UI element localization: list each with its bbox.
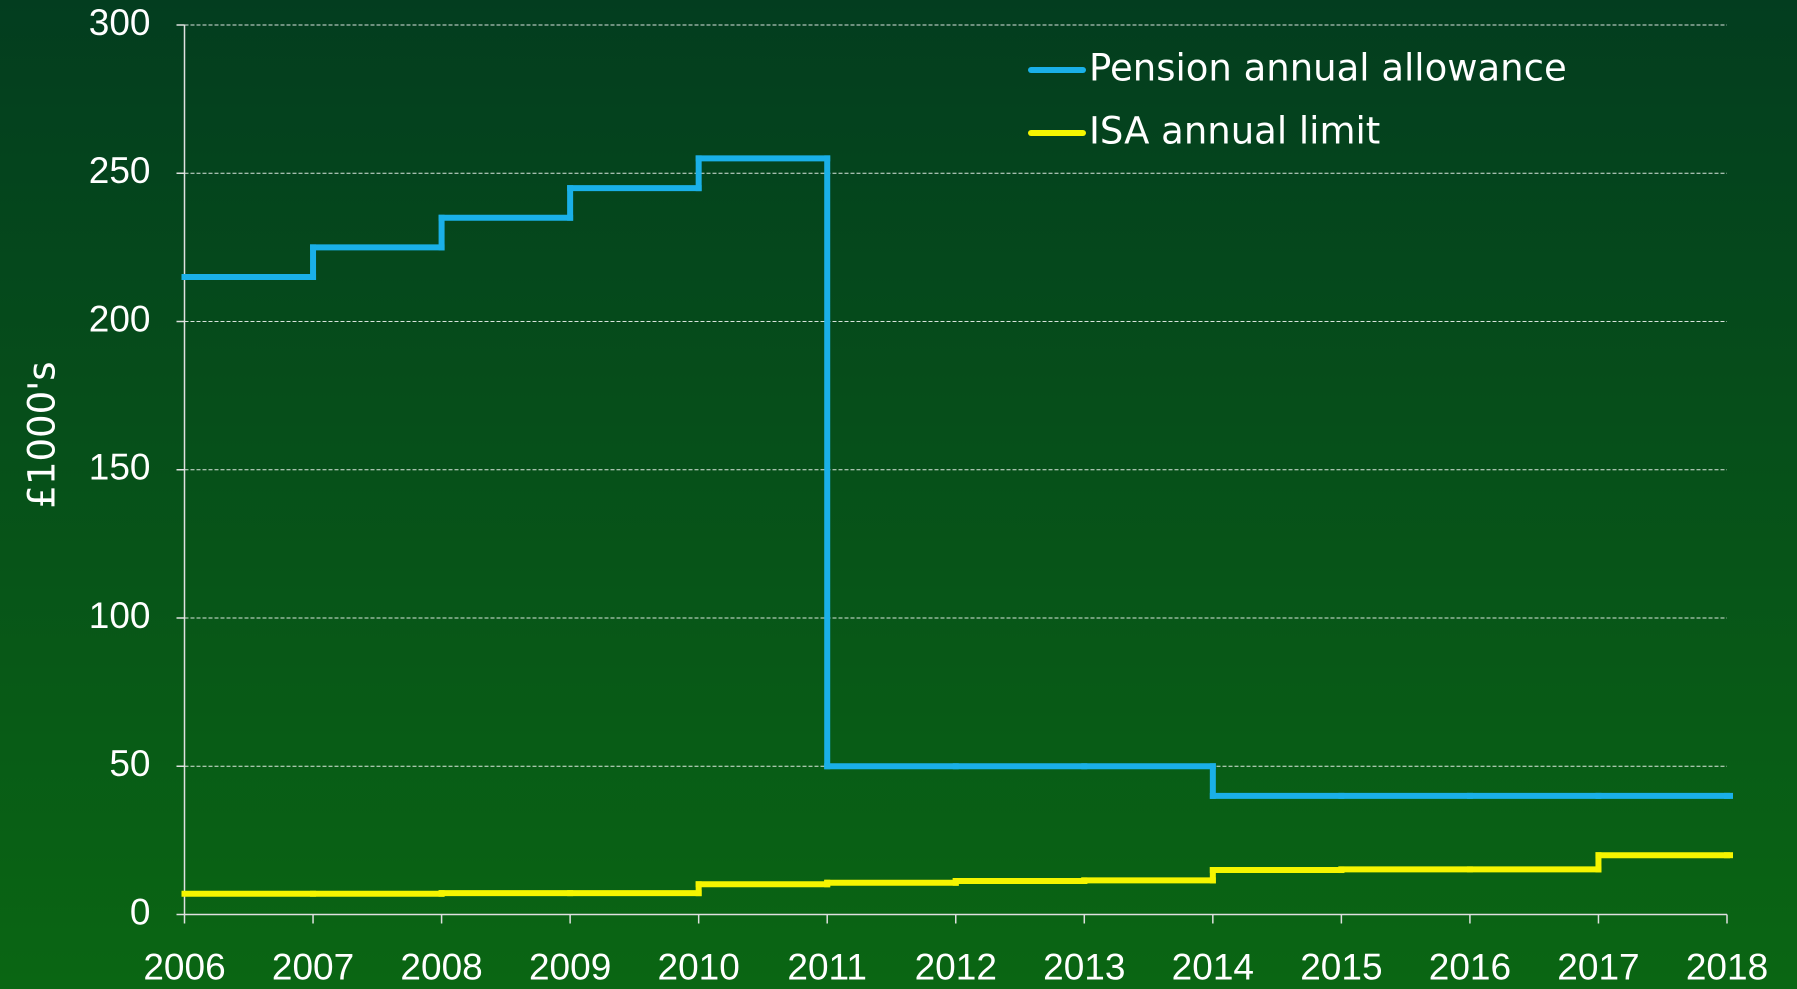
y-tick-label: 300 — [89, 2, 151, 43]
x-tick-label: 2011 — [787, 946, 867, 987]
x-tick-label: 2006 — [143, 946, 225, 987]
legend-label: ISA annual limit — [1089, 110, 1380, 153]
y-tick-label: 150 — [89, 447, 151, 488]
x-tick-label: 2012 — [915, 946, 997, 987]
x-tick-label: 2018 — [1686, 946, 1768, 987]
x-tick-label: 2013 — [1043, 946, 1125, 987]
y-axis-label: £1000's — [21, 361, 64, 508]
x-tick-label: 2009 — [529, 946, 611, 987]
y-tick-label: 50 — [109, 743, 150, 784]
y-tick-label: 200 — [89, 298, 151, 339]
x-tick-label: 2010 — [658, 946, 740, 987]
x-tick-label: 2008 — [400, 946, 482, 987]
y-tick-label: 100 — [89, 595, 151, 636]
legend-label: Pension annual allowance — [1089, 47, 1567, 90]
x-tick-label: 2014 — [1172, 946, 1254, 987]
y-tick-label: 250 — [89, 150, 151, 191]
x-tick-label: 2015 — [1300, 946, 1382, 987]
y-tick-label: 0 — [130, 891, 151, 932]
x-tick-label: 2017 — [1557, 946, 1639, 987]
x-tick-label: 2016 — [1429, 946, 1511, 987]
x-tick-label: 2007 — [272, 946, 354, 987]
